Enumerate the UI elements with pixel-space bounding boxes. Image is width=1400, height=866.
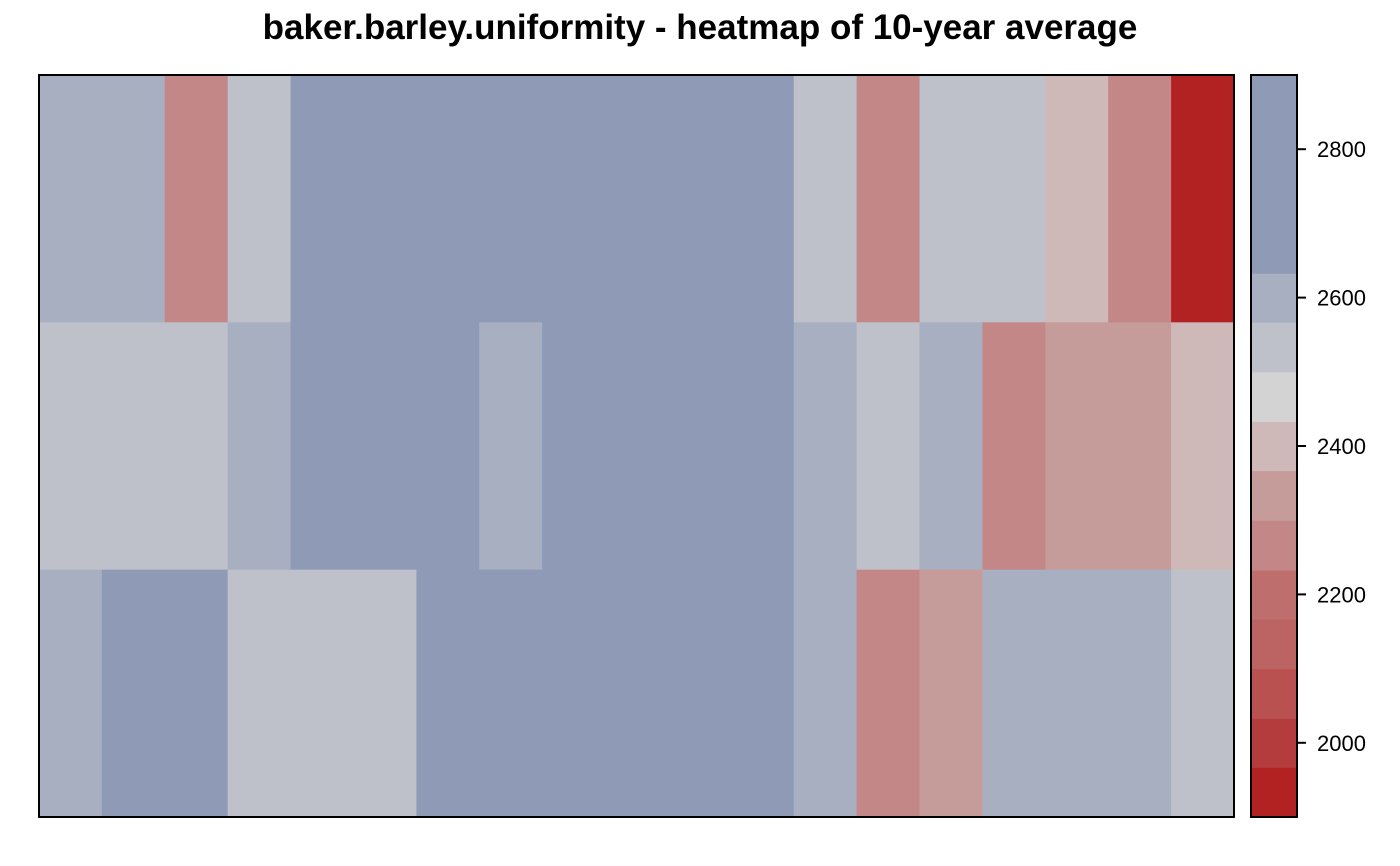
colorbar bbox=[1251, 75, 1297, 818]
heatmap-cell bbox=[1045, 322, 1109, 571]
heatmap-cell bbox=[919, 75, 984, 323]
heatmap-cell bbox=[353, 75, 417, 323]
heatmap-cell bbox=[39, 75, 103, 323]
heatmap-cell bbox=[1171, 75, 1235, 323]
colorbar-tick-label: 2200 bbox=[1317, 582, 1366, 607]
colorbar-segment bbox=[1251, 273, 1297, 323]
heatmap-cell bbox=[164, 322, 229, 571]
colorbar-segment bbox=[1251, 569, 1297, 620]
heatmap-cell bbox=[605, 75, 669, 323]
heatmap-cell bbox=[227, 569, 292, 818]
heatmap-cell bbox=[353, 322, 417, 571]
heatmap-cell bbox=[1171, 322, 1235, 571]
heatmap-cell bbox=[479, 569, 543, 818]
heatmap-cell bbox=[1108, 75, 1172, 323]
heatmap-cell bbox=[101, 75, 166, 323]
heatmap-cell bbox=[730, 569, 795, 818]
heatmap-cell bbox=[856, 322, 921, 571]
heatmap-cell bbox=[227, 75, 292, 323]
colorbar-tick-label: 2600 bbox=[1317, 286, 1366, 311]
colorbar-tick-label: 2000 bbox=[1317, 731, 1366, 756]
heatmap-cell bbox=[605, 322, 669, 571]
heatmap-cell bbox=[542, 569, 606, 818]
heatmap-cell bbox=[227, 322, 292, 571]
colorbar-segment bbox=[1251, 767, 1297, 818]
heatmap-cell bbox=[667, 569, 732, 818]
heatmap-cell bbox=[793, 75, 858, 323]
colorbar-segment bbox=[1251, 75, 1297, 126]
colorbar-segment bbox=[1251, 371, 1297, 423]
heatmap-cell bbox=[667, 322, 732, 571]
heatmap-cell bbox=[1171, 569, 1235, 818]
heatmap-cell bbox=[605, 569, 669, 818]
heatmap-cell bbox=[919, 322, 984, 571]
heatmap-cell bbox=[856, 569, 921, 818]
colorbar-segment bbox=[1251, 618, 1297, 670]
heatmap-cell bbox=[164, 75, 229, 323]
chart-title: baker.barley.uniformity - heatmap of 10-… bbox=[262, 8, 1138, 47]
heatmap-cell bbox=[164, 569, 229, 818]
heatmap-cell bbox=[793, 569, 858, 818]
colorbar-segment bbox=[1251, 718, 1297, 768]
heatmap-cell bbox=[982, 322, 1046, 571]
heatmap-cell bbox=[416, 322, 480, 571]
heatmap-cell bbox=[793, 322, 858, 571]
heatmap-cells bbox=[39, 75, 1235, 818]
heatmap-cell bbox=[1045, 569, 1109, 818]
heatmap-cell bbox=[479, 322, 543, 571]
colorbar-segment bbox=[1251, 520, 1297, 571]
heatmap-cell bbox=[667, 75, 732, 323]
heatmap-cell bbox=[1045, 75, 1109, 323]
heatmap-cell bbox=[39, 322, 103, 571]
heatmap-cell bbox=[1108, 569, 1172, 818]
heatmap-cell bbox=[856, 75, 921, 323]
colorbar-segment bbox=[1251, 421, 1297, 472]
colorbar-segment bbox=[1251, 470, 1297, 521]
colorbar-segment bbox=[1251, 668, 1297, 719]
colorbar-segment bbox=[1251, 124, 1297, 175]
heatmap-cell bbox=[290, 569, 355, 818]
colorbar-segment bbox=[1251, 173, 1297, 224]
heatmap-cell bbox=[416, 569, 480, 818]
plot-frame bbox=[38, 74, 1235, 818]
colorbar-segment bbox=[1251, 322, 1297, 373]
heatmap-cell bbox=[982, 75, 1046, 323]
heatmap-cell bbox=[479, 75, 543, 323]
heatmap-cell bbox=[39, 569, 103, 818]
colorbar-tick-label: 2400 bbox=[1317, 434, 1366, 459]
heatmap-cell bbox=[542, 322, 606, 571]
heatmap-cell bbox=[730, 75, 795, 323]
heatmap-cell bbox=[416, 75, 480, 323]
heatmap-cell bbox=[290, 75, 355, 323]
heatmap-cell bbox=[730, 322, 795, 571]
heatmap-cell bbox=[290, 322, 355, 571]
heatmap-cell bbox=[353, 569, 417, 818]
colorbar-tick-label: 2800 bbox=[1317, 137, 1366, 162]
colorbar-ticks: 2000 2200 2400 2600 2800 bbox=[1297, 137, 1366, 756]
colorbar-segment bbox=[1251, 223, 1297, 274]
heatmap-cell bbox=[1108, 322, 1172, 571]
heatmap-cell bbox=[101, 322, 166, 571]
heatmap-cell bbox=[982, 569, 1046, 818]
heatmap-cell bbox=[542, 75, 606, 323]
heatmap-cell bbox=[101, 569, 166, 818]
heatmap-cell bbox=[919, 569, 984, 818]
